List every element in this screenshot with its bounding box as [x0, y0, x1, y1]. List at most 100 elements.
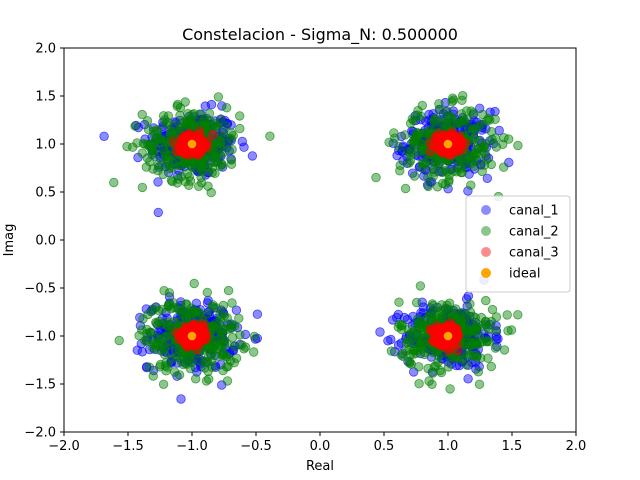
y-tick-label: 0.5 — [35, 186, 56, 201]
legend-marker-canal_3 — [481, 247, 491, 257]
point-canal_2 — [230, 341, 240, 352]
point-canal_2 — [419, 341, 429, 351]
point-canal_2 — [221, 138, 232, 149]
point-canal_2 — [154, 316, 164, 327]
point-canal_2 — [218, 365, 228, 376]
point-canal_2 — [172, 99, 183, 110]
point-canal_2 — [490, 133, 501, 143]
point-canal_2 — [371, 172, 381, 183]
point-canal_2 — [144, 362, 155, 372]
point-canal_2 — [170, 345, 181, 355]
point-canal_1 — [463, 186, 473, 196]
point-canal_2 — [223, 285, 234, 296]
point-canal_1 — [173, 170, 183, 181]
y-axis-title: Imag — [2, 224, 17, 257]
point-canal_2 — [202, 287, 213, 298]
point-canal_3 — [438, 130, 449, 140]
point-canal_2 — [190, 306, 200, 317]
chart-title: Constelacion - Sigma_N: 0.500000 — [182, 25, 458, 45]
point-canal_2 — [491, 142, 502, 152]
point-canal_2 — [227, 298, 237, 308]
point-canal_1 — [247, 151, 258, 161]
point-canal_2 — [486, 361, 497, 372]
point-canal_2 — [265, 131, 275, 141]
point-canal_2 — [185, 363, 196, 374]
point-canal_2 — [415, 281, 426, 291]
x-axis-title: Real — [306, 459, 334, 474]
point-canal_2 — [406, 146, 417, 156]
legend-label-canal_1: canal_1 — [509, 204, 559, 219]
point-canal_2 — [170, 120, 181, 130]
point-canal_2 — [221, 102, 232, 113]
point-canal_2 — [390, 133, 400, 143]
point-canal_2 — [471, 156, 481, 166]
point-canal_2 — [479, 142, 489, 152]
point-canal_2 — [447, 97, 457, 107]
point-canal_1 — [176, 394, 186, 404]
point-canal_2 — [165, 161, 175, 171]
point-canal_2 — [443, 362, 454, 372]
point-canal_1 — [492, 341, 502, 352]
y-tick-label: 2.0 — [35, 42, 56, 57]
point-canal_2 — [470, 337, 480, 347]
point-canal_2 — [416, 317, 426, 327]
point-ideal-0 — [187, 139, 197, 149]
point-canal_2 — [469, 161, 479, 171]
point-canal_2 — [401, 337, 412, 348]
point-canal_2 — [478, 109, 488, 120]
point-canal_2 — [137, 148, 148, 158]
point-canal_3 — [198, 142, 209, 153]
point-canal_2 — [140, 335, 150, 346]
point-canal_2 — [477, 149, 487, 159]
point-canal_2 — [424, 154, 435, 164]
point-canal_2 — [404, 158, 414, 168]
point-canal_2 — [177, 351, 188, 361]
point-canal_2 — [148, 138, 158, 149]
x-tick-label: 1.5 — [502, 439, 523, 454]
point-canal_2 — [457, 95, 467, 106]
point-canal_2 — [474, 121, 484, 132]
point-canal_2 — [409, 171, 420, 181]
point-canal_2 — [163, 300, 174, 311]
point-canal_2 — [403, 324, 413, 334]
point-canal_2 — [140, 139, 151, 149]
point-canal_2 — [184, 308, 195, 319]
point-canal_1 — [482, 173, 493, 184]
series-canal_2 — [109, 90, 523, 394]
point-canal_2 — [396, 350, 407, 360]
point-canal_2 — [427, 163, 438, 174]
point-canal_2 — [428, 347, 438, 358]
point-canal_2 — [433, 351, 444, 361]
point-canal_2 — [448, 93, 458, 103]
point-canal_3 — [208, 129, 218, 140]
point-canal_2 — [228, 130, 238, 141]
point-canal_2 — [207, 362, 217, 372]
point-canal_1 — [375, 327, 385, 337]
point-canal_2 — [211, 121, 221, 132]
point-canal_1 — [399, 312, 410, 323]
point-canal_2 — [400, 130, 410, 140]
point-canal_2 — [430, 113, 441, 124]
point-canal_2 — [208, 346, 218, 357]
point-canal_2 — [464, 149, 474, 160]
point-canal_2 — [235, 330, 245, 340]
point-canal_2 — [447, 116, 457, 127]
point-canal_2 — [137, 182, 148, 193]
point-ideal-2 — [187, 331, 197, 341]
point-canal_2 — [180, 97, 190, 107]
point-canal_1 — [393, 340, 404, 350]
point-canal_2 — [411, 297, 422, 308]
point-canal_1 — [153, 207, 164, 218]
point-canal_2 — [149, 338, 159, 348]
point-canal_2 — [432, 182, 443, 192]
point-canal_3 — [427, 336, 438, 346]
point-canal_2 — [130, 121, 140, 131]
point-canal_2 — [386, 346, 397, 356]
point-canal_2 — [195, 109, 205, 119]
point-canal_2 — [466, 106, 476, 116]
point-canal_1 — [463, 291, 474, 301]
x-tick-label: 1.0 — [438, 439, 459, 454]
point-canal_2 — [155, 359, 166, 370]
point-canal_2 — [148, 371, 158, 381]
point-canal_2 — [227, 144, 237, 155]
